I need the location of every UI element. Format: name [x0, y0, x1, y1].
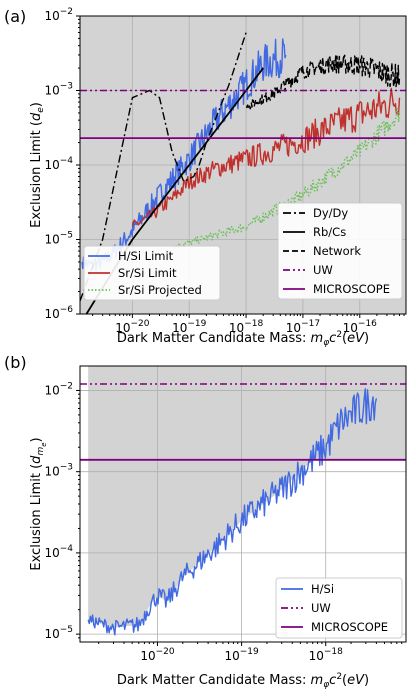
panel-b-xlabel: Dark Matter Candidate Mass: mφc2(eV) — [117, 672, 369, 690]
tick-label: 10−20 — [115, 319, 150, 335]
legend-label: MICROSCOPE — [313, 282, 390, 296]
tick-label: 10−3 — [44, 82, 73, 98]
panel-b-grid — [80, 366, 406, 642]
tick-label: 10−19 — [224, 647, 259, 663]
tick-label: 10−4 — [44, 544, 73, 560]
panel-a-legend-left: H/Si Limit Sr/Si Limit Sr/Si Projected — [83, 245, 221, 301]
legend-label: Sr/Si Limit — [118, 266, 177, 280]
panel-b-shade — [88, 366, 406, 628]
legend-label: Network — [313, 244, 361, 258]
panel-a-ylabel: Exclusion Limit (de) — [29, 102, 46, 228]
panel-b-series — [80, 383, 406, 636]
tick-label: 10−20 — [140, 647, 175, 663]
tick-label: 10−2 — [44, 381, 73, 397]
panel-a-ticks: 10−20 10−19 10−18 10−17 10−16 10−6 10−5 10−4 10−… — [44, 7, 405, 335]
series-h-si — [87, 388, 378, 636]
panel-a-legend-right: Dy/Dy Rb/Cs Network UW MICROSCOPE — [277, 202, 403, 300]
tick-label: 10−18 — [309, 647, 344, 663]
series-network — [245, 54, 401, 110]
panel-b-ticks: 10−20 10−19 10−18 10−5 10−4 10−3 10−2 — [44, 381, 403, 663]
tick-label: 10−4 — [44, 156, 73, 172]
series-sr-si-limit — [131, 87, 401, 227]
panel-b-ylabel: Exclusion Limit (dme) — [29, 437, 48, 570]
panel-b-legend: H/Si UW MICROSCOPE — [275, 577, 403, 639]
tick-label: 10−3 — [44, 463, 73, 479]
legend-label: Rb/Cs — [313, 225, 346, 239]
legend-label: UW — [311, 601, 331, 615]
legend-label: H/Si Limit — [118, 249, 174, 263]
panel-a-label: (a) — [4, 7, 26, 26]
tick-label: 10−5 — [44, 231, 73, 247]
tick-label: 10−17 — [286, 319, 320, 335]
legend-label: Sr/Si Projected — [118, 283, 202, 297]
tick-label: 10−18 — [229, 319, 264, 335]
panel-b-label: (b) — [4, 353, 27, 372]
legend-label: MICROSCOPE — [311, 620, 388, 634]
tick-label: 10−19 — [172, 319, 207, 335]
tick-label: 10−2 — [44, 7, 73, 23]
tick-label: 10−5 — [44, 625, 73, 641]
panel-a-xlabel: Dark Matter Candidate Mass: mφc2(eV) — [117, 330, 369, 348]
legend-label: Dy/Dy — [313, 206, 348, 220]
legend-label: UW — [313, 263, 333, 277]
panel-a: (a) 10−20 10−19 10−18 10−17 10−1610−610−510−… — [4, 7, 407, 348]
panel-b: (b) 10−20 10−19 10−18 10−5 10−4 10−3 10−2 Dark… — [4, 353, 407, 690]
tick-label: 10−16 — [343, 319, 378, 335]
legend-label: H/Si — [311, 582, 334, 596]
series-dy-dy — [80, 32, 247, 302]
tick-label: 10−6 — [44, 305, 73, 321]
